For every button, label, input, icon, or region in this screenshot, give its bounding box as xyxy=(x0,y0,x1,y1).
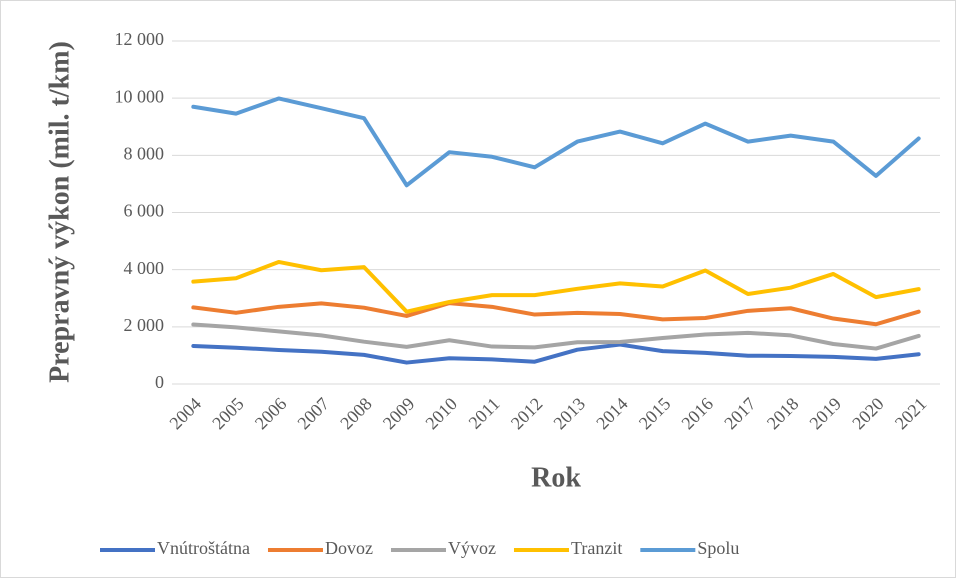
legend-label: Dovoz xyxy=(325,538,373,558)
y-tick-label: 0 xyxy=(155,372,164,392)
y-tick-label: 2 000 xyxy=(124,315,165,335)
series-line xyxy=(191,259,921,314)
legend-label: Spolu xyxy=(697,538,739,558)
series-line xyxy=(191,342,921,365)
series-line xyxy=(191,301,921,327)
y-tick-label: 6 000 xyxy=(124,201,165,221)
legend-label: Vývoz xyxy=(448,538,496,558)
y-tick-label: 12 000 xyxy=(115,29,165,49)
y-tick-label: 4 000 xyxy=(124,258,165,278)
series-line xyxy=(191,322,921,351)
x-axis-title: Rok xyxy=(531,462,581,493)
y-tick-label: 8 000 xyxy=(124,143,165,163)
y-axis-title: Prepravný výkon (mil. t/km) xyxy=(44,41,75,383)
series-line xyxy=(191,96,921,188)
legend-label: Tranzit xyxy=(571,538,622,558)
y-tick-label: 10 000 xyxy=(115,86,165,106)
legend-label: Vnútroštátna xyxy=(157,538,250,558)
